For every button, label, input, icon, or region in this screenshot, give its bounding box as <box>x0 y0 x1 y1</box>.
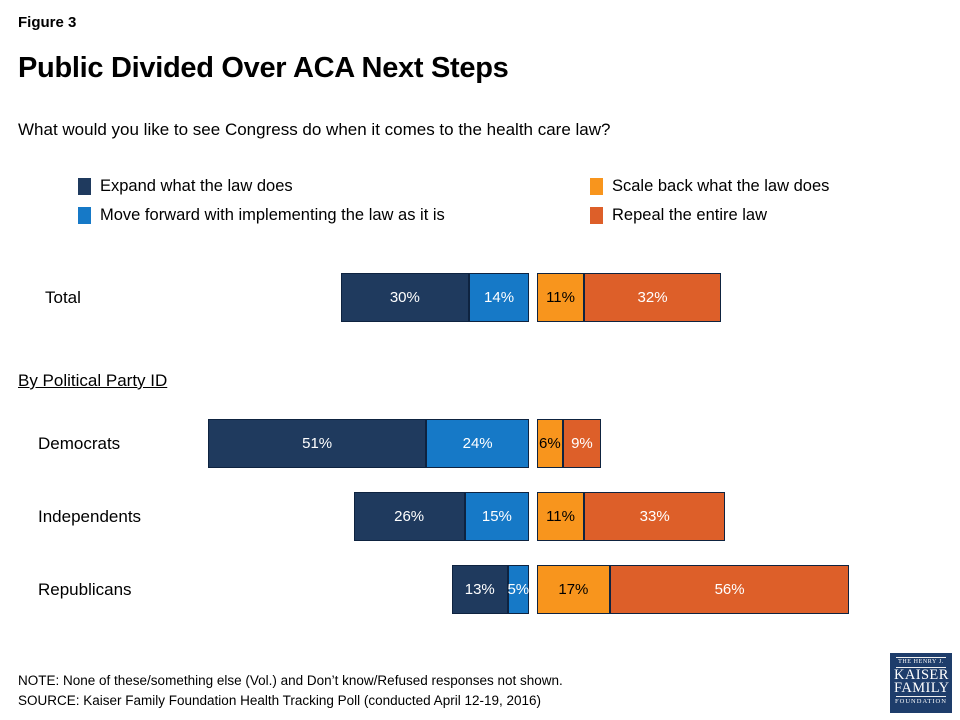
legend-item-scale-back: Scale back what the law does <box>590 177 829 196</box>
bar-segment: 11% <box>537 492 585 541</box>
bar-value-label: 51% <box>302 435 333 452</box>
bar-value-label: 9% <box>571 435 593 452</box>
logo-rule <box>896 667 946 668</box>
bar-value-label: 11% <box>546 289 575 306</box>
legend-swatch-blue <box>78 207 91 224</box>
bar-segment: 33% <box>584 492 726 541</box>
legend-item-move-forward: Move forward with implementing the law a… <box>78 206 445 225</box>
bar-segment: 32% <box>584 273 722 322</box>
section-label-by-party: By Political Party ID <box>18 371 168 390</box>
bar-value-label: 33% <box>639 508 670 525</box>
bar-segment: 17% <box>537 565 610 614</box>
legend-swatch-navy <box>78 178 91 195</box>
logo-rule <box>896 696 946 697</box>
logo-line-henry-j: THE HENRY J. <box>898 659 944 665</box>
logo-line-family: FAMILY <box>894 680 950 696</box>
legend-label: Expand what the law does <box>100 177 293 195</box>
legend-swatch-dark-orange <box>590 207 603 224</box>
legend-label: Repeal the entire law <box>612 206 768 224</box>
bar-segment: 24% <box>426 419 529 468</box>
bar-segment: 13% <box>451 565 508 614</box>
bar-segment: 5% <box>507 565 530 614</box>
bar-segment: 9% <box>562 419 602 468</box>
bar-value-label: 11% <box>546 508 575 525</box>
bar-segment: 51% <box>208 419 427 468</box>
legend-item-repeal: Repeal the entire law <box>590 206 767 225</box>
bar-value-label: 15% <box>481 508 512 525</box>
bar-value-label: 14% <box>484 289 515 306</box>
category-label: Republicans <box>38 579 132 599</box>
bar-value-label: 26% <box>394 508 425 525</box>
bar-value-label: 30% <box>389 289 420 306</box>
bar-value-label: 24% <box>462 435 493 452</box>
page-title: Public Divided Over ACA Next Steps <box>18 52 509 84</box>
bar-value-label: 32% <box>637 289 668 306</box>
bar-segment: 30% <box>340 273 470 322</box>
kaiser-family-foundation-logo: THE HENRY J. KAISER FAMILY FOUNDATION <box>890 653 952 713</box>
bar-value-label: 17% <box>558 581 589 598</box>
category-label: Democrats <box>38 433 121 453</box>
category-label: Total <box>45 287 81 307</box>
bar-value-label: 6% <box>538 435 561 452</box>
legend-swatch-orange <box>590 178 603 195</box>
bar-value-label: 5% <box>507 581 530 598</box>
bar-segment: 14% <box>469 273 529 322</box>
bar-value-label: 13% <box>464 581 495 598</box>
logo-line-kaiser: KAISER <box>894 667 949 683</box>
note-text: NOTE: None of these/something else (Vol.… <box>18 673 563 688</box>
bar-segment: 11% <box>537 273 585 322</box>
source-text: SOURCE: Kaiser Family Foundation Health … <box>18 693 541 708</box>
bar-value-label: 56% <box>714 581 745 598</box>
bar-segment: 6% <box>537 419 563 468</box>
figure-label: Figure 3 <box>18 14 77 31</box>
legend-label: Scale back what the law does <box>612 177 830 195</box>
legend-item-expand: Expand what the law does <box>78 177 293 196</box>
category-label: Independents <box>38 506 142 526</box>
logo-line-foundation: FOUNDATION <box>895 698 947 705</box>
legend-label: Move forward with implementing the law a… <box>100 206 445 224</box>
bar-segment: 15% <box>464 492 529 541</box>
logo-rule <box>896 657 946 658</box>
bar-segment: 26% <box>353 492 465 541</box>
bar-segment: 56% <box>609 565 850 614</box>
survey-question: What would you like to see Congress do w… <box>18 120 611 139</box>
